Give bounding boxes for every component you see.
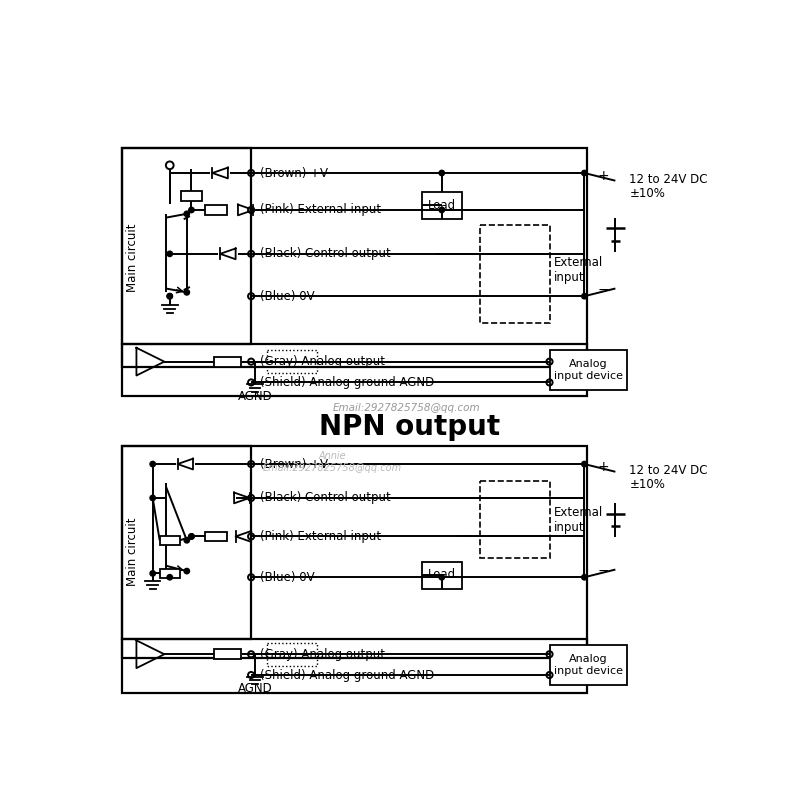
Bar [122,148,251,344]
Circle shape [167,294,173,299]
Circle shape [189,534,194,539]
Text: −: − [598,283,610,297]
Text: (Black) Control output: (Black) Control output [261,247,391,260]
Bar [550,350,627,390]
Circle shape [189,207,194,213]
Bar [182,191,202,201]
Text: ±10%: ±10% [630,478,666,490]
Bar [122,148,586,367]
Text: ±10%: ±10% [630,186,666,199]
Text: (Shield) Analog ground AGND: (Shield) Analog ground AGND [261,669,434,682]
Bar [160,569,180,578]
Bar [550,645,627,685]
Circle shape [184,290,190,295]
Circle shape [582,170,587,176]
Bar [214,357,242,366]
Bar [206,206,227,214]
Text: 12 to 24V DC: 12 to 24V DC [630,464,708,477]
Bar [214,650,242,659]
Text: (Gray) Analog output: (Gray) Analog output [261,648,386,661]
Circle shape [439,574,445,580]
Text: Analog
input device: Analog input device [554,654,622,676]
Circle shape [582,574,587,580]
Text: 12 to 24V DC: 12 to 24V DC [630,173,708,186]
Circle shape [184,538,190,543]
Circle shape [167,574,173,580]
Bar [266,350,317,373]
Circle shape [167,251,173,257]
Bar [480,481,550,558]
Bar [266,642,317,666]
Circle shape [150,462,155,466]
Circle shape [150,570,155,576]
Text: External
input: External input [554,506,603,534]
Circle shape [189,534,194,539]
Bar [480,226,550,323]
Bar [160,536,180,545]
Circle shape [150,495,155,501]
Text: (Shield) Analog ground AGND: (Shield) Analog ground AGND [261,376,434,389]
Text: −: − [598,564,610,578]
Bar [122,639,586,693]
Bar [122,344,586,396]
Bar [422,562,462,589]
Text: (Gray) Analog output: (Gray) Analog output [261,355,386,368]
Circle shape [439,170,445,176]
Text: (Blue) 0V: (Blue) 0V [261,570,315,584]
Text: (Blue) 0V: (Blue) 0V [261,290,315,302]
Bar [122,446,586,658]
Circle shape [439,207,445,213]
Circle shape [184,568,190,574]
Circle shape [582,294,587,299]
Text: (Brown) +V: (Brown) +V [261,458,329,470]
Circle shape [582,462,587,466]
Text: (Pink) External input: (Pink) External input [261,530,382,543]
Text: Annie
Email:2927825758@qq.com: Annie Email:2927825758@qq.com [263,451,402,473]
Text: +: + [598,169,610,183]
Bar [122,446,251,639]
Text: (Black) Control output: (Black) Control output [261,491,391,505]
Text: AGND: AGND [238,390,272,403]
Bar [422,192,462,219]
Text: +: + [598,460,610,474]
Text: Main circuit: Main circuit [126,223,139,292]
Text: (Pink) External input: (Pink) External input [261,203,382,217]
Text: Analog
input device: Analog input device [554,359,622,381]
Bar [206,532,227,541]
Text: AGND: AGND [238,682,272,695]
Text: Main circuit: Main circuit [126,518,139,586]
Circle shape [167,294,173,299]
Text: Email:2927825758@qq.com: Email:2927825758@qq.com [332,403,480,413]
Text: Load: Load [428,569,456,582]
Text: External
input: External input [554,257,603,285]
Text: NPN output: NPN output [319,413,501,441]
Text: (Brown) +V: (Brown) +V [261,166,329,179]
Text: Load: Load [428,199,456,212]
Circle shape [184,211,190,217]
